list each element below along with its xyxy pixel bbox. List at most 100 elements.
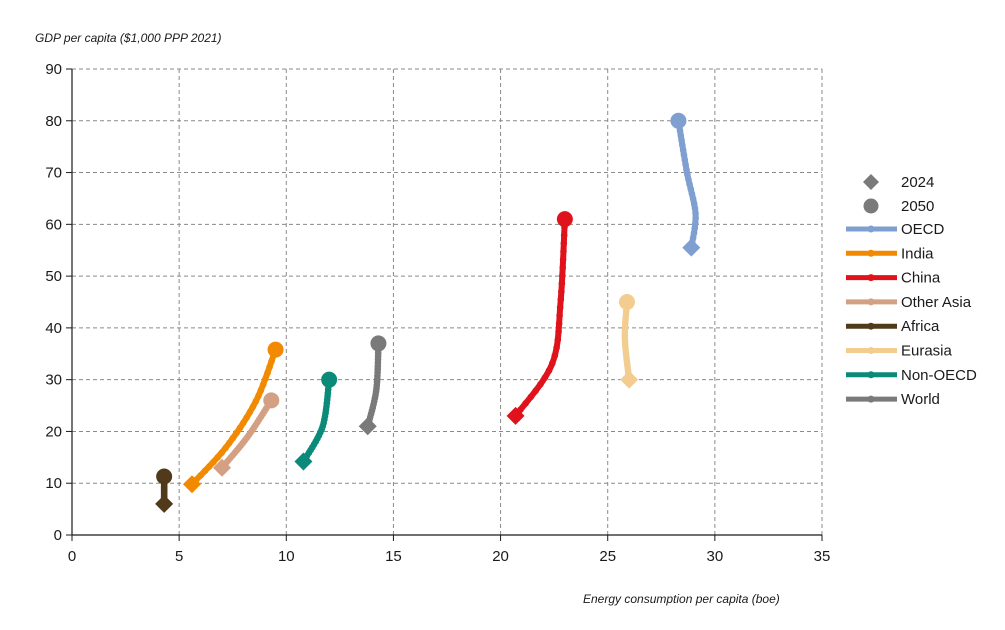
x-tick-label: 20 xyxy=(492,548,509,565)
start-marker-china xyxy=(506,406,525,425)
series-dot-oecd xyxy=(681,156,689,164)
legend-label-eurasia: Eurasia xyxy=(901,343,953,360)
y-tick-label: 90 xyxy=(45,61,62,78)
series-dot-china xyxy=(558,288,565,295)
series-dot-china xyxy=(559,272,566,279)
series-dot-india xyxy=(262,375,269,383)
series-dot-oecd xyxy=(691,205,699,212)
legend-marker-2024 xyxy=(863,174,879,190)
series-dot-india xyxy=(229,434,237,442)
legend-dot-non-oecd xyxy=(867,371,875,379)
start-marker-other-asia xyxy=(213,458,231,477)
start-marker-india xyxy=(183,475,201,494)
legend-label-2024: 2024 xyxy=(901,174,934,191)
y-tick-label: 0 xyxy=(54,527,62,544)
series-dot-oecd xyxy=(678,137,685,144)
y-tick-label: 80 xyxy=(45,113,62,130)
legend-marker-2050 xyxy=(863,198,879,214)
series-dot-india xyxy=(255,392,262,400)
series-dot-india xyxy=(201,467,209,475)
end-marker-india xyxy=(267,341,284,358)
legend-dot-world xyxy=(867,395,875,403)
series-dot-india xyxy=(257,386,265,394)
legend-label-2050: 2050 xyxy=(901,198,934,215)
legend-label-other-asia: Other Asia xyxy=(901,294,972,311)
series-dot-india xyxy=(214,454,221,461)
legend-label-africa: Africa xyxy=(901,318,940,335)
y-tick-label: 50 xyxy=(45,268,62,285)
end-marker-non-oecd xyxy=(321,371,338,388)
series-dot-china xyxy=(556,312,563,319)
series-dot-oecd xyxy=(679,146,687,154)
x-tick-label: 35 xyxy=(814,548,831,565)
start-marker-africa xyxy=(155,494,174,513)
series-dot-india xyxy=(243,414,250,421)
series-dot-oecd xyxy=(680,151,688,159)
series-dot-india xyxy=(264,369,271,377)
series-dot-china xyxy=(537,380,544,388)
start-marker-eurasia xyxy=(620,370,639,389)
end-marker-world xyxy=(370,335,387,352)
series-dot-china xyxy=(553,344,560,352)
series-dot-oecd xyxy=(692,219,699,227)
series-dot-oecd xyxy=(679,141,686,149)
series-dot-india xyxy=(266,363,273,371)
series-dot-china xyxy=(555,328,562,336)
series-dot-china xyxy=(551,352,559,359)
end-marker-oecd xyxy=(670,112,687,129)
series-dot-oecd xyxy=(683,166,690,173)
start-marker-non-oecd xyxy=(294,452,313,471)
x-axis-title: Energy consumption per capita (boe) xyxy=(583,592,780,606)
series-dot-china xyxy=(554,336,562,344)
legend-label-oecd: OECD xyxy=(901,221,945,238)
series-dot-china xyxy=(557,296,565,303)
legend-dot-india xyxy=(867,249,875,257)
legend-label-india: India xyxy=(901,245,934,262)
y-tick-label: 10 xyxy=(45,475,62,492)
series-dot-oecd xyxy=(692,214,699,222)
series-dot-india xyxy=(246,408,254,416)
series-dot-india xyxy=(218,449,225,457)
series-dot-oecd xyxy=(682,161,689,169)
series-dot-india xyxy=(249,403,257,411)
legend-dot-eurasia xyxy=(867,347,875,354)
series-dot-china xyxy=(555,320,563,328)
y-axis-title: GDP per capita ($1,000 PPP 2021) xyxy=(35,31,222,45)
end-marker-other-asia xyxy=(263,392,280,409)
series-dot-india xyxy=(205,463,213,470)
series-dot-india xyxy=(259,381,267,388)
x-tick-label: 30 xyxy=(707,548,724,565)
series-dot-india xyxy=(197,472,204,479)
series-dot-oecd xyxy=(677,132,685,139)
series-dot-china xyxy=(545,367,553,374)
x-tick-label: 25 xyxy=(599,548,616,565)
series-dot-india xyxy=(222,444,229,452)
series-dot-oecd xyxy=(676,127,684,134)
series-dot-india xyxy=(252,398,260,405)
legend-label-world: World xyxy=(901,391,940,408)
start-marker-world xyxy=(358,417,377,436)
start-marker-oecd xyxy=(682,238,701,257)
series-dot-china xyxy=(556,304,564,311)
series-dot-china xyxy=(522,400,529,407)
end-marker-china xyxy=(556,211,573,228)
series-dot-china xyxy=(560,240,568,247)
legend-label-china: China xyxy=(901,270,941,287)
series-dot-china xyxy=(532,387,539,395)
legend-dot-china xyxy=(867,274,875,282)
series-dot-india xyxy=(233,429,240,437)
x-tick-label: 10 xyxy=(278,548,295,565)
y-tick-label: 60 xyxy=(45,216,62,233)
y-tick-label: 70 xyxy=(45,165,62,182)
end-marker-eurasia xyxy=(619,294,635,310)
series-dot-oecd xyxy=(690,229,698,237)
y-tick-label: 30 xyxy=(45,372,62,389)
series-dot-india xyxy=(210,458,217,466)
x-tick-label: 15 xyxy=(385,548,402,565)
series-dot-china xyxy=(549,359,556,367)
series-dot-china xyxy=(559,256,567,263)
series-dot-china xyxy=(527,393,535,401)
y-tick-label: 40 xyxy=(45,320,62,337)
series-dot-india xyxy=(240,419,247,427)
series-dot-china xyxy=(559,264,567,271)
